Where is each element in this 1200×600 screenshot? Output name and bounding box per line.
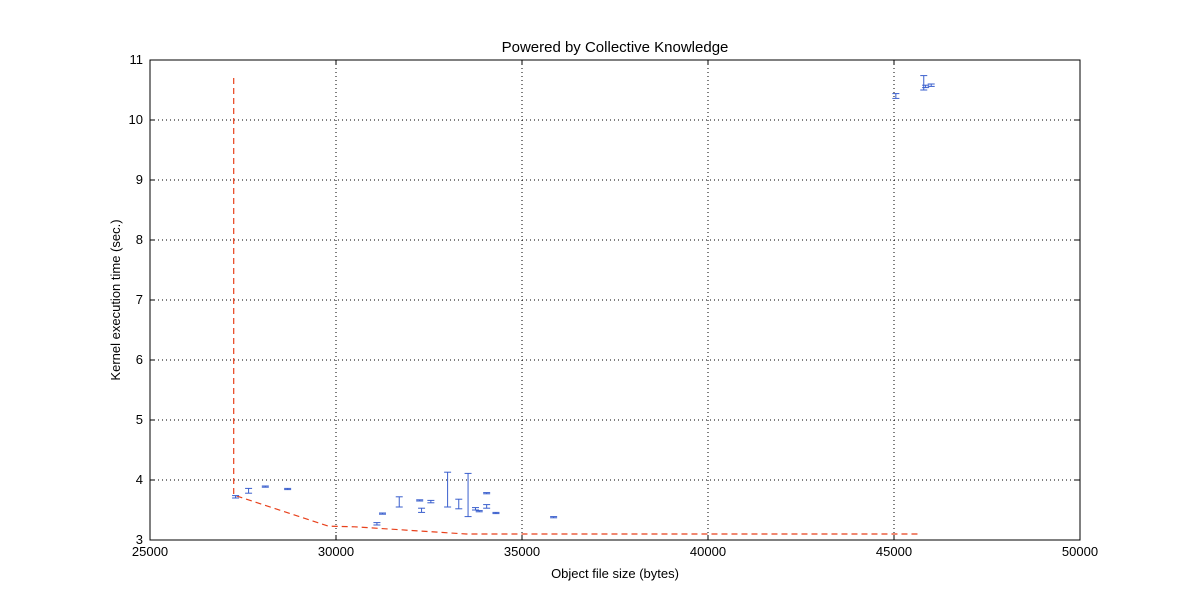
data-point — [922, 84, 930, 89]
data-point — [379, 512, 386, 515]
data-point — [550, 516, 558, 519]
x-tick-label: 40000 — [690, 544, 726, 559]
data-point — [261, 485, 269, 488]
x-tick-label: 30000 — [318, 544, 354, 559]
data-point — [483, 504, 491, 509]
y-tick-labels: 3 4 5 6 7 8 9 10 11 — [129, 52, 143, 547]
data-point — [483, 492, 491, 495]
data-point — [892, 93, 900, 99]
data-point — [245, 487, 253, 494]
data-point — [418, 507, 426, 513]
data-point — [444, 471, 452, 508]
data-point — [395, 496, 403, 508]
y-tick-label: 8 — [136, 232, 143, 247]
chart-title: Powered by Collective Knowledge — [502, 39, 729, 56]
y-tick-label: 11 — [130, 52, 144, 67]
data-point — [416, 499, 424, 502]
frontier-line — [233, 78, 920, 535]
data-point — [427, 499, 435, 504]
data-point — [475, 510, 483, 513]
errorbar-series — [232, 75, 935, 526]
x-tick-label: 50000 — [1062, 544, 1098, 559]
y-tick-label: 9 — [136, 172, 143, 187]
y-tick-label: 10 — [129, 112, 143, 127]
x-tick-labels: 25000 30000 35000 40000 45000 50000 — [132, 544, 1098, 559]
y-tick-label: 3 — [136, 532, 143, 547]
y-axis-label: Kernel execution time (sec.) — [108, 219, 123, 380]
y-tick-label: 6 — [136, 352, 143, 367]
data-point — [373, 522, 381, 526]
data-point — [472, 507, 479, 511]
data-point — [464, 472, 472, 518]
y-tick-label: 4 — [136, 472, 143, 487]
y-tick-label: 7 — [136, 292, 143, 307]
x-tick-label: 35000 — [504, 544, 540, 559]
frontier-series — [233, 78, 920, 535]
x-tick-label: 45000 — [876, 544, 912, 559]
y-tick-label: 5 — [136, 412, 143, 427]
data-point — [284, 487, 292, 491]
data-point — [927, 83, 935, 87]
grid-lines — [150, 60, 1080, 540]
data-point — [232, 495, 240, 499]
x-tick-label: 25000 — [132, 544, 168, 559]
data-point — [455, 498, 463, 510]
data-point — [492, 511, 500, 515]
axis-ticks — [149, 59, 1081, 541]
x-axis-label: Object file size (bytes) — [551, 566, 679, 581]
